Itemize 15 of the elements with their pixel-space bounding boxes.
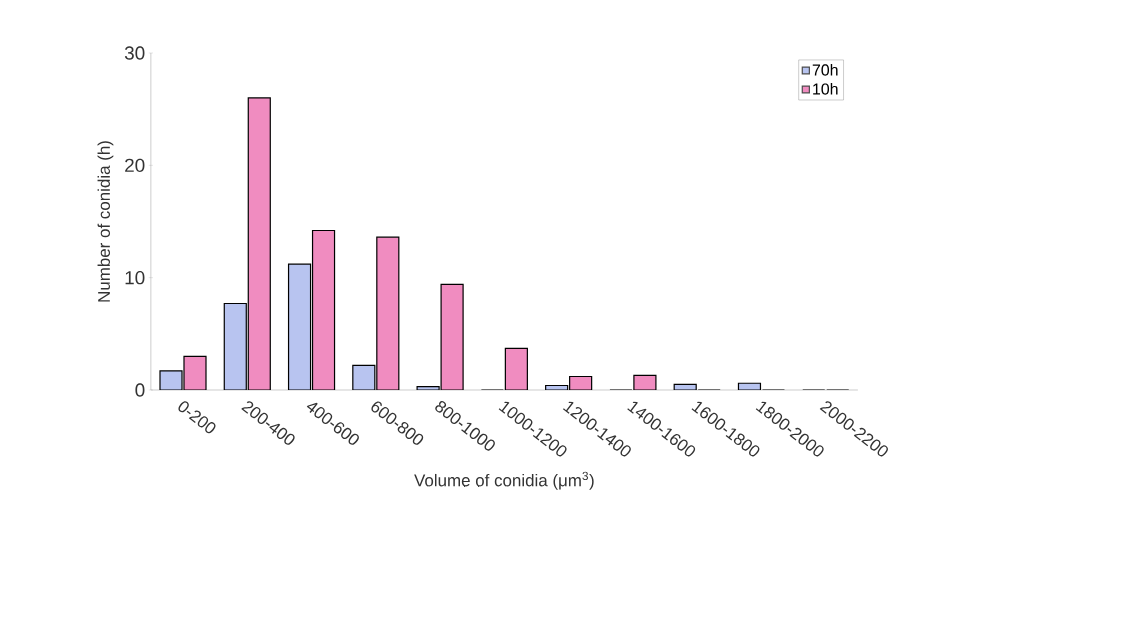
x-axis-title: Volume of conidia (μm$^{3}$) (414, 471, 594, 490)
bar (504, 347, 528, 390)
y-tick-label: 10 (125, 270, 145, 285)
y-axis-title: Number of conidia (h) (97, 141, 114, 302)
y-tick-label: 20 (125, 158, 145, 173)
legend-label: 70h (812, 63, 838, 76)
bar (223, 302, 247, 390)
bar (247, 97, 271, 390)
y-tick-label: 0 (135, 383, 145, 397)
bar (440, 283, 464, 390)
legend-label: 10h (813, 82, 838, 95)
bar (376, 236, 400, 390)
y-tick-label: 30 (124, 46, 145, 60)
bar (311, 229, 336, 390)
bar (287, 263, 312, 390)
